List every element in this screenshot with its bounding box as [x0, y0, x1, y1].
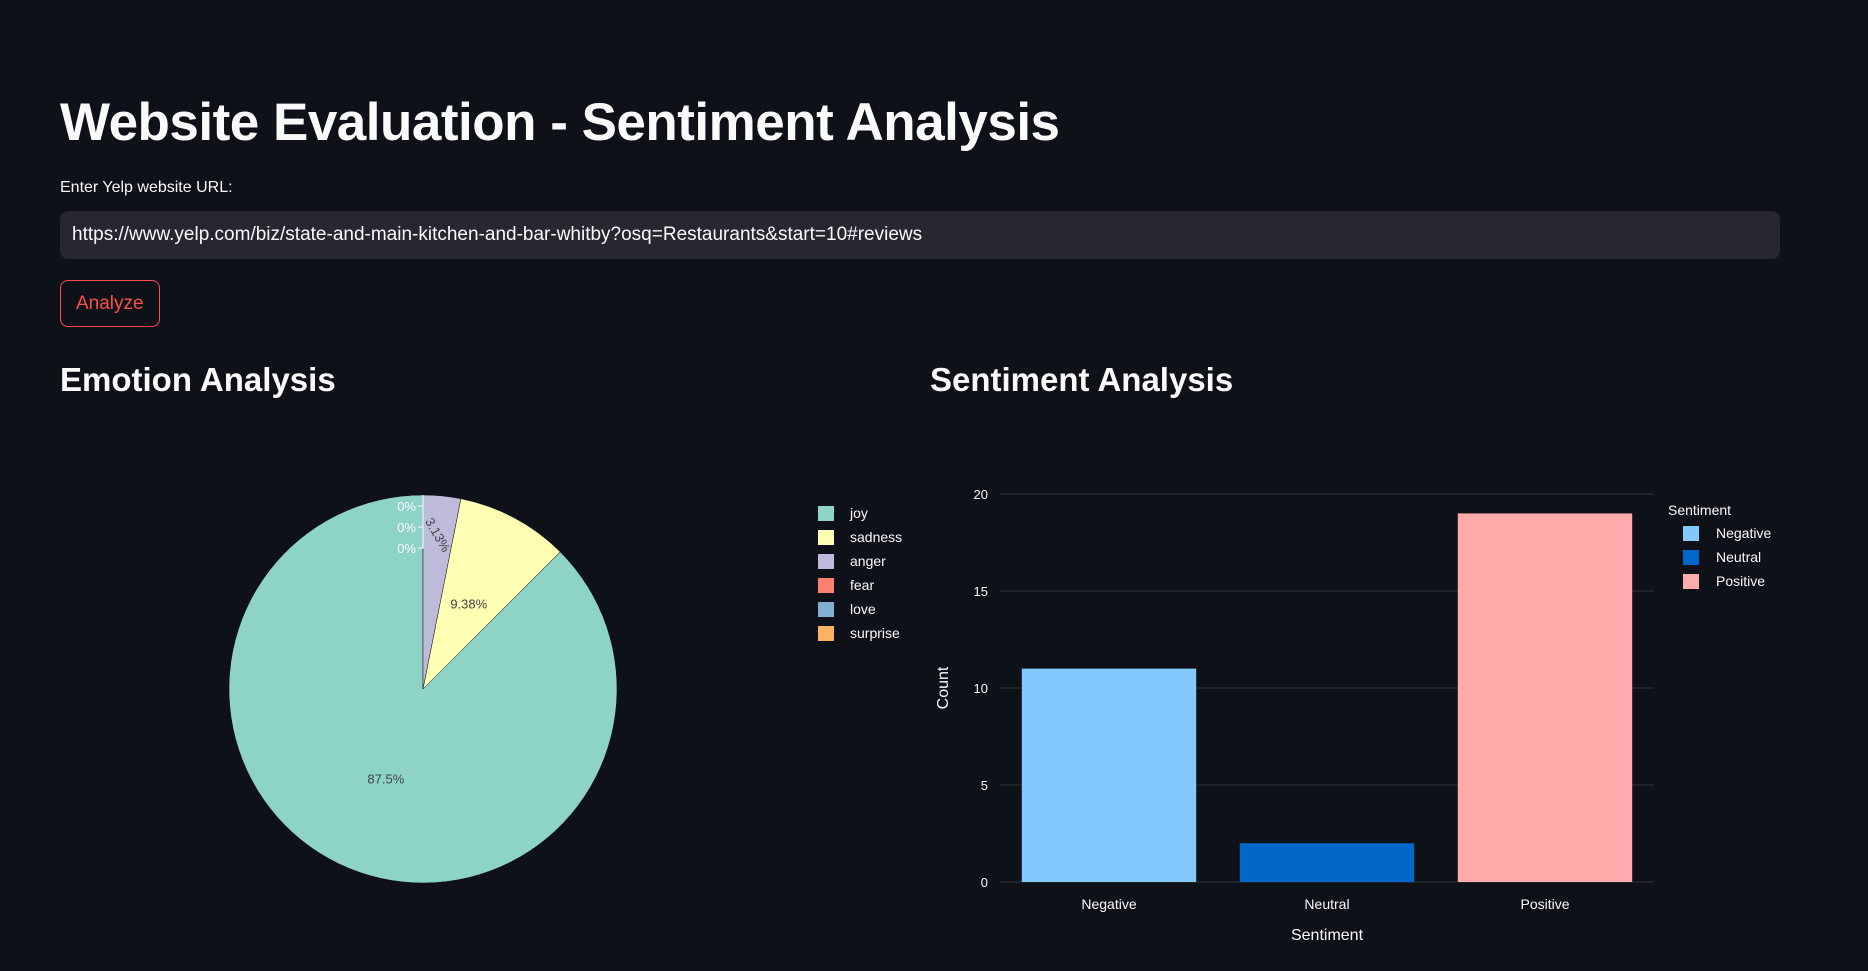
pie-legend-swatch-love[interactable] — [818, 602, 834, 617]
pie-legend-label-surprise[interactable]: surprise — [850, 625, 900, 641]
bar-y-tick-label: 20 — [974, 487, 988, 502]
bar-y-tick-label: 10 — [974, 681, 988, 696]
pie-legend-label-joy[interactable]: joy — [849, 505, 868, 521]
bar-x-tick-label-Negative: Negative — [1081, 896, 1136, 912]
pie-legend-label-sadness[interactable]: sadness — [850, 529, 902, 545]
pie-legend-label-anger[interactable]: anger — [850, 553, 886, 569]
bar-Negative[interactable] — [1021, 668, 1197, 882]
pie-legend-label-fear[interactable]: fear — [850, 577, 874, 593]
analyze-button[interactable]: Analyze — [60, 280, 160, 327]
pie-slice-label-fear: 0% — [397, 499, 416, 514]
bar-Positive[interactable] — [1457, 513, 1633, 882]
pie-legend-label-love[interactable]: love — [850, 601, 876, 617]
pie-slice-joy[interactable] — [228, 494, 618, 884]
pie-legend-swatch-surprise[interactable] — [818, 626, 834, 641]
pie-slice-label-surprise: 0% — [397, 541, 416, 556]
bar-legend-label-Neutral[interactable]: Neutral — [1716, 549, 1761, 565]
bar-legend-swatch-Neutral[interactable] — [1683, 550, 1699, 565]
bar-legend-swatch-Negative[interactable] — [1683, 526, 1699, 541]
bar-y-tick-label: 15 — [974, 584, 988, 599]
sentiment-analysis-heading: Sentiment Analysis — [930, 361, 1234, 398]
pie-leader-line-surprise — [418, 495, 424, 549]
emotion-analysis-heading: Emotion Analysis — [60, 361, 336, 398]
bar-y-tick-label: 5 — [981, 778, 988, 793]
bar-x-tick-label-Positive: Positive — [1520, 896, 1569, 912]
pie-slice-sadness[interactable] — [422, 498, 561, 690]
bar-legend-title: Sentiment — [1668, 502, 1731, 518]
pie-legend-swatch-fear[interactable] — [818, 578, 834, 593]
bar-legend-swatch-Positive[interactable] — [1683, 574, 1699, 589]
pie-legend-swatch-joy[interactable] — [818, 506, 834, 521]
pie-slice-label-sadness: 9.38% — [450, 596, 487, 611]
pie-legend-swatch-sadness[interactable] — [818, 530, 834, 545]
url-input[interactable] — [60, 211, 1780, 259]
bar-legend-label-Positive[interactable]: Positive — [1716, 573, 1765, 589]
url-field-label: Enter Yelp website URL: — [60, 179, 233, 196]
bar-x-axis-title: Sentiment — [1291, 927, 1364, 944]
page-title: Website Evaluation - Sentiment Analysis — [60, 93, 1060, 152]
bar-y-tick-label: 0 — [981, 875, 988, 890]
bar-legend-label-Negative[interactable]: Negative — [1716, 525, 1771, 541]
pie-legend-swatch-anger[interactable] — [818, 554, 834, 569]
pie-slice-label-love: 0% — [397, 520, 416, 535]
bar-x-tick-label-Neutral: Neutral — [1304, 896, 1349, 912]
bar-y-axis-title: Count — [935, 666, 952, 709]
bar-Neutral[interactable] — [1239, 843, 1415, 882]
pie-slice-label-joy: 87.5% — [367, 772, 404, 787]
